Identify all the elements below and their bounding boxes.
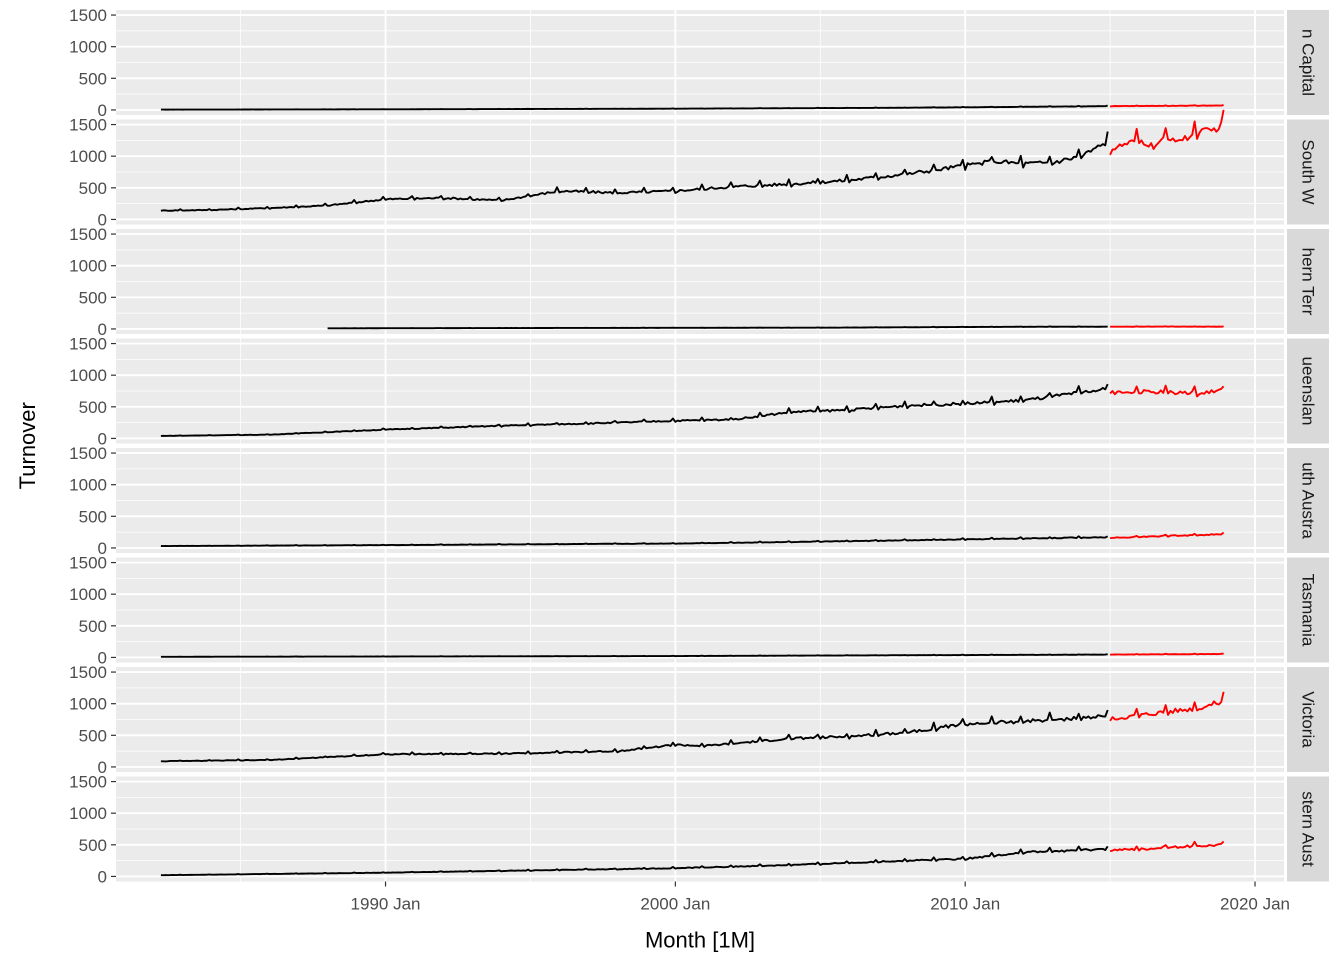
facet-strip xyxy=(1287,667,1329,772)
y-tick-label: 0 xyxy=(98,429,107,448)
facet-strip-label: ueenslan xyxy=(1299,356,1318,425)
facet-strip xyxy=(1287,229,1329,334)
y-tick-label: 1000 xyxy=(69,147,107,166)
facet-strip xyxy=(1287,119,1329,225)
facet-strip-label: uth Austra xyxy=(1299,462,1318,539)
forecast-series-line xyxy=(1110,104,1224,108)
y-tick-label: 1000 xyxy=(69,476,107,495)
y-tick-label: 500 xyxy=(79,507,107,526)
facet-strip xyxy=(1287,776,1329,882)
y-tick-label: 500 xyxy=(79,288,107,307)
facet-strip xyxy=(1287,448,1329,553)
facet-strip-label: hern Terr xyxy=(1299,248,1318,316)
facet-panel: 0 500 1000 1500 ueenslan xyxy=(69,335,1329,448)
y-tick-label: 500 xyxy=(79,836,107,855)
facet-strip-label: Tasmania xyxy=(1299,574,1318,647)
y-tick-label: 1500 xyxy=(69,6,107,25)
y-tick-label: 1000 xyxy=(69,695,107,714)
forecast-series-line xyxy=(1109,109,1225,156)
x-axis: 1990 Jan 2000 Jan 2010 Jan 2020 Jan xyxy=(351,881,1290,914)
history-series-line xyxy=(160,383,1109,437)
history-series-line xyxy=(160,653,1108,658)
y-tick-label: 1500 xyxy=(69,335,107,354)
y-tick-label: 1500 xyxy=(69,663,107,682)
history-series-line xyxy=(160,131,1109,212)
y-tick-label: 0 xyxy=(98,210,107,229)
x-axis-title: Month [1M] xyxy=(645,928,755,953)
y-tick-label: 1500 xyxy=(69,444,107,463)
x-tick-label: 2020 Jan xyxy=(1220,895,1290,914)
facet-panels: 0 500 1000 1500 n Capital 0 500 1000 1500 South W… xyxy=(69,6,1329,886)
forecast-series-line xyxy=(1109,384,1225,398)
forecast-series-line xyxy=(1109,840,1225,853)
y-tick-label: 500 xyxy=(79,617,107,636)
facet-strip xyxy=(1287,557,1329,663)
facet-strip-label: Victoria xyxy=(1299,691,1318,748)
facet-strip-label: South W xyxy=(1299,139,1318,204)
forecast-series-line xyxy=(1110,652,1224,656)
x-tick-label: 2000 Jan xyxy=(640,895,710,914)
history-series-line xyxy=(327,325,1108,330)
facet-panel: 0 500 1000 1500 Victoria xyxy=(69,663,1329,777)
history-series-line xyxy=(160,104,1108,111)
y-tick-label: 1000 xyxy=(69,366,107,385)
history-series-line xyxy=(160,845,1109,877)
y-tick-label: 1000 xyxy=(69,585,107,604)
forecast-series-line xyxy=(1109,691,1225,722)
y-axis-title: Turnover xyxy=(15,402,40,489)
facet-strip xyxy=(1287,338,1329,444)
y-tick-label: 0 xyxy=(98,648,107,667)
y-tick-label: 500 xyxy=(79,179,107,198)
y-tick-label: 1500 xyxy=(69,773,107,792)
facet-panel: 0 500 1000 1500 South W xyxy=(69,109,1329,229)
y-tick-label: 500 xyxy=(79,398,107,417)
history-series-line xyxy=(160,709,1109,763)
y-tick-label: 500 xyxy=(79,69,107,88)
y-tick-label: 0 xyxy=(98,539,107,558)
facet-panel: 0 500 1000 1500 hern Terr xyxy=(69,225,1329,339)
y-tick-label: 0 xyxy=(98,758,107,777)
facet-panel: 0 500 1000 1500 stern Aust xyxy=(69,773,1329,886)
facet-strip-label: stern Aust xyxy=(1299,791,1318,867)
y-tick-label: 1500 xyxy=(69,554,107,573)
y-tick-label: 0 xyxy=(98,867,107,886)
y-tick-label: 1000 xyxy=(69,804,107,823)
facet-panel: 0 500 1000 1500 n Capital xyxy=(69,6,1329,120)
facet-strip xyxy=(1287,10,1329,115)
y-tick-label: 1500 xyxy=(69,225,107,244)
x-tick-label: 2010 Jan xyxy=(930,895,1000,914)
y-tick-label: 1000 xyxy=(69,38,107,57)
facet-strip-label: n Capital xyxy=(1299,29,1318,96)
facet-panel: 0 500 1000 1500 Tasmania xyxy=(69,554,1329,667)
facet-panel: 0 500 1000 1500 uth Austra xyxy=(69,444,1329,558)
y-tick-label: 1500 xyxy=(69,116,107,135)
x-tick-label: 1990 Jan xyxy=(351,895,421,914)
y-tick-label: 1000 xyxy=(69,257,107,276)
history-series-line xyxy=(160,535,1109,548)
y-tick-label: 0 xyxy=(98,320,107,339)
y-tick-label: 0 xyxy=(98,101,107,120)
forecast-series-line xyxy=(1110,531,1225,539)
y-tick-label: 500 xyxy=(79,726,107,745)
